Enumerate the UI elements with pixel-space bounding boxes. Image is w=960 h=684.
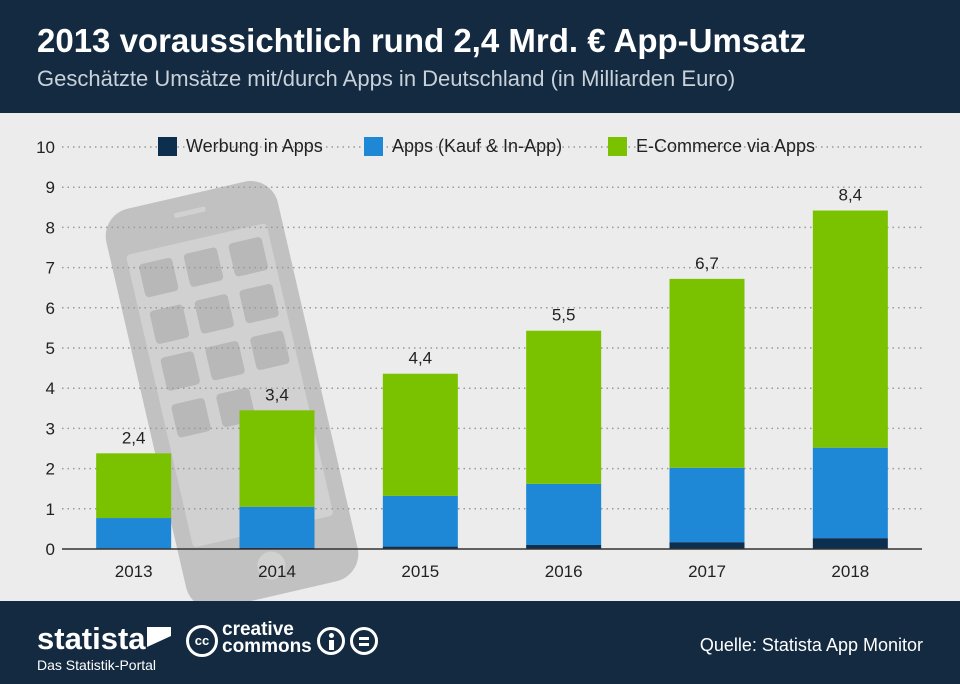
bar-segment [382, 495, 458, 547]
statista-logo[interactable]: statista [37, 621, 146, 656]
creative-commons-logo[interactable]: creative commons [222, 619, 312, 657]
x-tick-label: 2014 [258, 562, 296, 581]
bar-segment [96, 518, 172, 549]
footer: statista Das Statistik-Portal cc creativ… [0, 601, 960, 684]
y-tick-label: 2 [46, 460, 55, 479]
y-tick-label: 0 [46, 540, 55, 559]
gridlines [62, 146, 922, 510]
attribution-icon [317, 627, 345, 655]
y-tick-label: 8 [46, 218, 55, 237]
y-tick-label: 5 [46, 339, 55, 358]
creative-commons-icon[interactable]: cc [186, 625, 218, 657]
x-tick-label: 2017 [688, 562, 726, 581]
x-axis-ticks: 2013 2014 2015 2016 2017 2018 [115, 562, 869, 581]
bar-segment [812, 538, 888, 549]
x-tick-label: 2018 [831, 562, 869, 581]
x-tick-label: 2013 [115, 562, 153, 581]
bar-segment [526, 483, 602, 545]
legend-swatch-apps [364, 137, 383, 156]
y-tick-label: 3 [46, 419, 55, 438]
bar-total-label: 8,4 [839, 186, 863, 205]
bar-total-label: 5,5 [552, 306, 576, 325]
bar-segment [669, 278, 745, 468]
y-tick-label: 7 [46, 259, 55, 278]
bar-segment [526, 544, 602, 549]
bar-total-label: 3,4 [265, 385, 289, 404]
source-note: Quelle: Statista App Monitor [699, 635, 923, 655]
bar-segment [96, 453, 172, 519]
chart-subtitle: Geschätzte Umsätze mit/durch Apps in Deu… [37, 66, 736, 91]
y-axis-ticks: 0 1 2 3 4 5 6 7 8 9 10 [36, 138, 55, 559]
header: 2013 voraussichtlich rund 2,4 Mrd. € App… [0, 0, 960, 113]
statista-tagline: Das Statistik-Portal [37, 657, 157, 673]
legend-label-apps: Apps (Kauf & In-App) [392, 136, 563, 156]
y-tick-label: 9 [46, 178, 55, 197]
bar-segment [669, 467, 745, 543]
y-tick-label: 1 [46, 500, 55, 519]
y-tick-label: 4 [46, 379, 55, 398]
bar-segment [382, 546, 458, 549]
no-derivatives-icon [350, 627, 378, 655]
y-tick-label: 6 [46, 299, 55, 318]
bar-segment [239, 410, 315, 507]
bar-segment [812, 210, 888, 448]
total-labels: 2,4 3,4 4,4 5,5 6,7 8,4 [122, 186, 862, 448]
bar-segment [526, 330, 602, 484]
legend-swatch-werbung [158, 137, 177, 156]
bar-segment [239, 506, 315, 548]
legend-label-ecommerce: E-Commerce via Apps [636, 136, 816, 156]
statista-flag-icon [147, 627, 171, 647]
chart: 0 1 2 3 4 5 6 7 8 9 10 2,4 3,4 4,4 5,5 6,7 8,4 2013 2014… [36, 138, 922, 601]
bars [96, 210, 888, 549]
bar-total-label: 2,4 [122, 428, 146, 447]
x-tick-label: 2015 [401, 562, 439, 581]
chart-title: 2013 voraussichtlich rund 2,4 Mrd. € App… [37, 22, 806, 59]
bar-total-label: 4,4 [409, 349, 433, 368]
x-tick-label: 2016 [545, 562, 583, 581]
legend-swatch-ecommerce [608, 137, 627, 156]
bar-segment [669, 542, 745, 549]
legend-label-werbung: Werbung in Apps [186, 136, 323, 156]
bar-total-label: 6,7 [695, 254, 719, 273]
bar-segment [382, 373, 458, 496]
bar-segment [812, 447, 888, 539]
y-tick-label: 10 [36, 138, 55, 157]
